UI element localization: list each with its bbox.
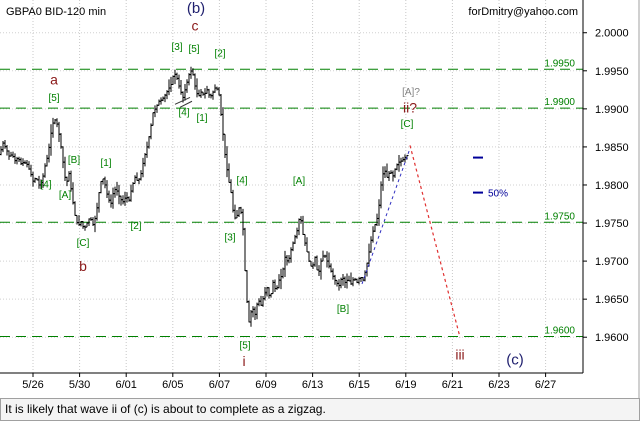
chart-area: 1.9950 1.9900 1.9750 1.9600 50% a [5] [B] [4] [… — [0, 0, 640, 398]
x-tick-label: 5/26 — [22, 379, 43, 391]
wave-label: [3] — [224, 233, 235, 244]
x-tick-label: 6/23 — [488, 379, 509, 391]
candles — [0, 66, 409, 327]
instrument-title: GBPA0 BID-120 min — [6, 6, 106, 18]
wave-label: [4] — [40, 179, 51, 190]
wave-label: [1] — [196, 113, 207, 124]
y-tick-label: 1.9950 — [595, 66, 629, 78]
level-label: 1.9900 — [544, 97, 575, 108]
wave-label: [5] — [188, 44, 199, 55]
price-chart: 1.9950 1.9900 1.9750 1.9600 50% a [5] [B] [4] [… — [0, 0, 640, 398]
wave-label: [2] — [214, 48, 225, 59]
wave-label: [5] — [48, 93, 59, 104]
x-tick-label: 5/30 — [69, 379, 90, 391]
wave-label: [A] — [59, 190, 71, 201]
wave-label: i — [242, 353, 245, 369]
y-tick-label: 2.0000 — [595, 28, 629, 40]
y-tick-label: 1.9700 — [595, 256, 629, 268]
axes: 2.0000 1.9950 1.9900 1.9850 1.9800 1.9750 1.97… — [0, 0, 640, 398]
wave-label: ii? — [403, 100, 417, 116]
x-tick-label: 6/05 — [162, 379, 183, 391]
x-tick-label: 6/01 — [115, 379, 136, 391]
y-tick-label: 1.9600 — [595, 332, 629, 344]
chart-background — [0, 0, 640, 398]
wave-label: [4] — [236, 175, 247, 186]
wave-label: [B] — [68, 155, 80, 166]
level-label: 1.9750 — [544, 211, 575, 222]
level-label: 1.9950 — [544, 58, 575, 69]
wave-connector-line — [179, 100, 193, 108]
overlays: 50% — [174, 96, 508, 338]
wave-label: [5] — [239, 341, 250, 352]
y-tick-label: 1.9750 — [595, 218, 629, 230]
x-tick-label: 6/27 — [535, 379, 556, 391]
wave-labels: a [5] [B] [4] [A] [1] [2] [C] b (b)c [3] [5] [2] [4] [… — [40, 0, 523, 369]
y-tick-label: 1.9900 — [595, 104, 629, 116]
marker-label: 50% — [488, 189, 508, 200]
wave-label: [A] — [293, 176, 305, 187]
x-tick-label: 6/09 — [255, 379, 276, 391]
y-tick-label: 1.9800 — [595, 180, 629, 192]
wave-label: [2] — [130, 221, 141, 232]
wave-label: (b) — [187, 0, 205, 17]
x-tick-label: 6/15 — [348, 379, 369, 391]
price-levels: 1.9950 1.9900 1.9750 1.9600 — [0, 58, 583, 337]
wave-connector-line — [174, 96, 191, 105]
wave-label: iii — [455, 346, 464, 362]
wave-label: [C] — [401, 119, 414, 130]
x-tick-label: 6/21 — [442, 379, 463, 391]
wave-label: c — [192, 17, 199, 33]
y-tick-label: 1.9850 — [595, 142, 629, 154]
wave-label: [4] — [178, 108, 189, 119]
wave-label: [B] — [337, 304, 349, 315]
x-tick-label: 6/19 — [395, 379, 416, 391]
x-tick-label: 6/07 — [209, 379, 230, 391]
caption-text: It is likely that wave ii of (c) is abou… — [5, 402, 326, 416]
wave-label: (c) — [506, 352, 524, 369]
wave-label: [C] — [77, 238, 90, 249]
wave-label: [3] — [171, 42, 182, 53]
wave-label: b — [79, 258, 87, 274]
x-tick-label: 6/13 — [302, 379, 323, 391]
wave-label: a — [50, 71, 58, 87]
author-email: forDmitry@yahoo.com — [468, 6, 578, 18]
wave-label: [A]? — [402, 87, 420, 98]
caption-bar: It is likely that wave ii of (c) is abou… — [0, 398, 640, 421]
y-tick-label: 1.9650 — [595, 294, 629, 306]
level-label: 1.9600 — [544, 325, 575, 336]
wave-label: [1] — [100, 158, 111, 169]
